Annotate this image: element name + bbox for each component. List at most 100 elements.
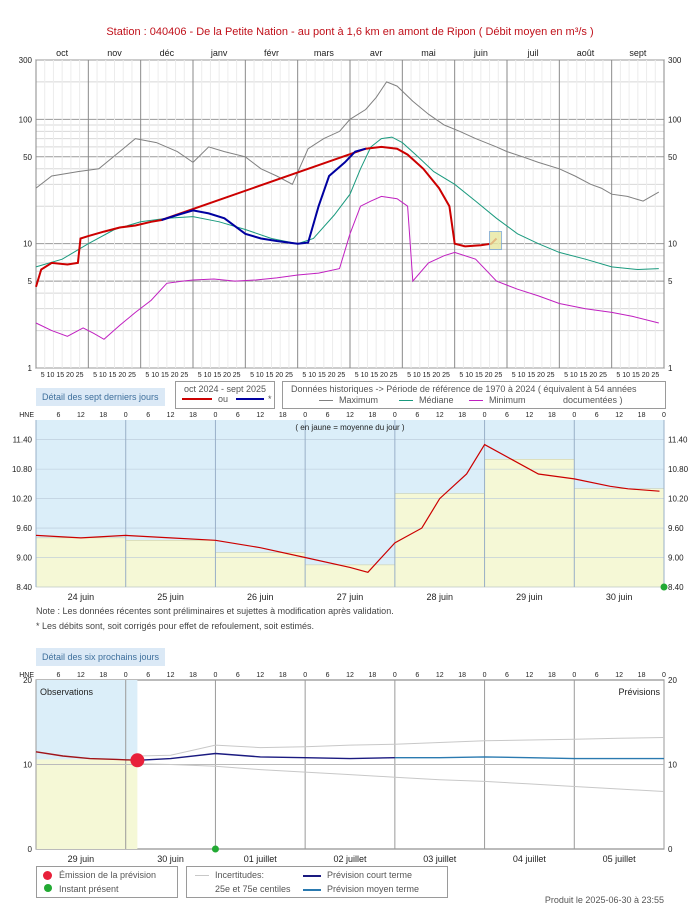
flow-line [35,443,660,573]
hour-tick: 0 [393,412,397,419]
series-line-2 [35,195,659,340]
day-label-4: 03 juillet [423,854,457,864]
hour-tick: 18 [458,412,466,419]
hour-tick: 6 [415,672,419,679]
day-label-1: 30 juin [157,854,184,864]
present-marker [660,583,668,591]
hour-tick: 0 [124,672,128,679]
last7days-tab[interactable]: Détail des sept derniers jours [36,388,165,406]
y-tick-right: 11.40 [668,436,688,445]
current-year-period: oct 2024 - sept 2025 [183,384,267,394]
y-tick-left: 50 [23,153,32,162]
day-label-6: 05 juillet [603,854,637,864]
forecast-markers-legend: Émission de la prévision Instant présent [36,866,178,898]
y-tick-left: 8.40 [16,583,32,592]
y-tick-left: 9.60 [16,524,32,533]
y-tick-right: 5 [668,277,673,286]
day-ticks: 5 10 15 20 25 [93,372,136,379]
hour-tick: 12 [167,672,175,679]
y-tick-right: 100 [668,115,682,124]
hour-tick: 0 [124,412,128,419]
day-label-1: 25 juin [157,592,184,602]
y-tick-left: 20 [23,676,32,685]
hour-tick: 18 [279,672,287,679]
hour-tick: 12 [256,412,264,419]
hour-tick: 18 [279,412,287,419]
annual-hydrograph: oct nov déc janv févr mars avr mai juin juil août s… [19,48,682,379]
present-marker [211,845,219,853]
y-tick-left: 100 [19,115,33,124]
series-line-4 [161,147,366,245]
hour-tick: 0 [303,672,307,679]
footer-timestamp: Produit le 2025-06-30 à 23:55 [544,895,664,905]
y-tick-right: 9.00 [668,554,684,563]
present-label: Instant présent [59,884,119,894]
hour-tick: 18 [189,412,197,419]
y-tick-left: 10 [23,240,32,249]
day-label-0: 29 juin [68,854,95,864]
hour-tick: 0 [213,672,217,679]
hour-tick: 12 [526,412,534,419]
day-label-3: 02 juillet [333,854,367,864]
uncert-legend-swatch [195,875,209,876]
hour-tick: 0 [572,412,576,419]
day-ticks: 5 10 15 20 25 [459,372,502,379]
month-label-6: avr [370,48,383,58]
forecast-line-4 [137,763,665,792]
hour-tick: 18 [548,672,556,679]
hour-tick: 0 [303,412,307,419]
hour-tick: 6 [415,412,419,419]
forecast-line-1 [137,752,395,761]
y-tick-right: 50 [668,153,677,162]
y-tick-left: 9.00 [16,554,32,563]
min-legend-swatch [469,400,483,401]
day-ticks: 5 10 15 20 25 [250,372,293,379]
hour-tick: 12 [615,412,623,419]
previsions-label: Prévisions [618,687,660,697]
hour-tick: 6 [505,412,509,419]
note-preliminary: Note : Les données récentes sont prélimi… [36,606,394,616]
historical-title: Données historiques -> Période de référe… [291,384,637,394]
day-ticks: 5 10 15 20 25 [41,372,84,379]
series-line-0 [35,81,660,202]
next6days-tab[interactable]: Détail des six prochains jours [36,648,166,666]
month-label-4: févr [264,48,279,58]
y-tick-left: 300 [19,56,33,65]
hour-tick: 18 [189,672,197,679]
hour-tick: 18 [638,412,646,419]
month-label-2: déc [160,48,175,58]
y-tick-left: 0 [28,845,33,854]
hour-tick: 6 [236,412,240,419]
hour-tick: 12 [256,672,264,679]
day-label-2: 01 juillet [244,854,278,864]
series-line-3 [35,145,498,288]
daily-mean-bar-0 [35,537,126,588]
month-label-8: juin [473,48,488,58]
hour-tick: 0 [572,672,576,679]
hour-tick: 18 [458,672,466,679]
y-tick-right: 20 [668,676,677,685]
month-label-7: mai [421,48,436,58]
day-label-0: 24 juin [68,592,95,602]
y-tick-left: 5 [28,277,33,286]
y-tick-right: 0 [668,845,673,854]
y-tick-right: 300 [668,56,682,65]
month-label-9: juil [527,48,539,58]
month-label-5: mars [314,48,334,58]
hour-tick: 0 [393,672,397,679]
hour-tick: 12 [346,672,354,679]
hour-tick: 0 [213,412,217,419]
month-label-10: août [577,48,595,58]
hour-tick: 0 [483,672,487,679]
min-legend-label: Minimum [489,395,526,405]
hour-tick: 18 [99,412,107,419]
day-ticks: 5 10 15 20 25 [407,372,450,379]
y-tick-left: 10.80 [12,465,33,474]
forecast-line-0 [35,751,138,761]
hour-tick: 0 [483,412,487,419]
hour-tick: 6 [326,412,330,419]
y-tick-left: 10.20 [12,495,33,504]
day-label-5: 29 juin [516,592,543,602]
forecast-line-3 [137,737,665,757]
hour-tick: 12 [615,672,623,679]
